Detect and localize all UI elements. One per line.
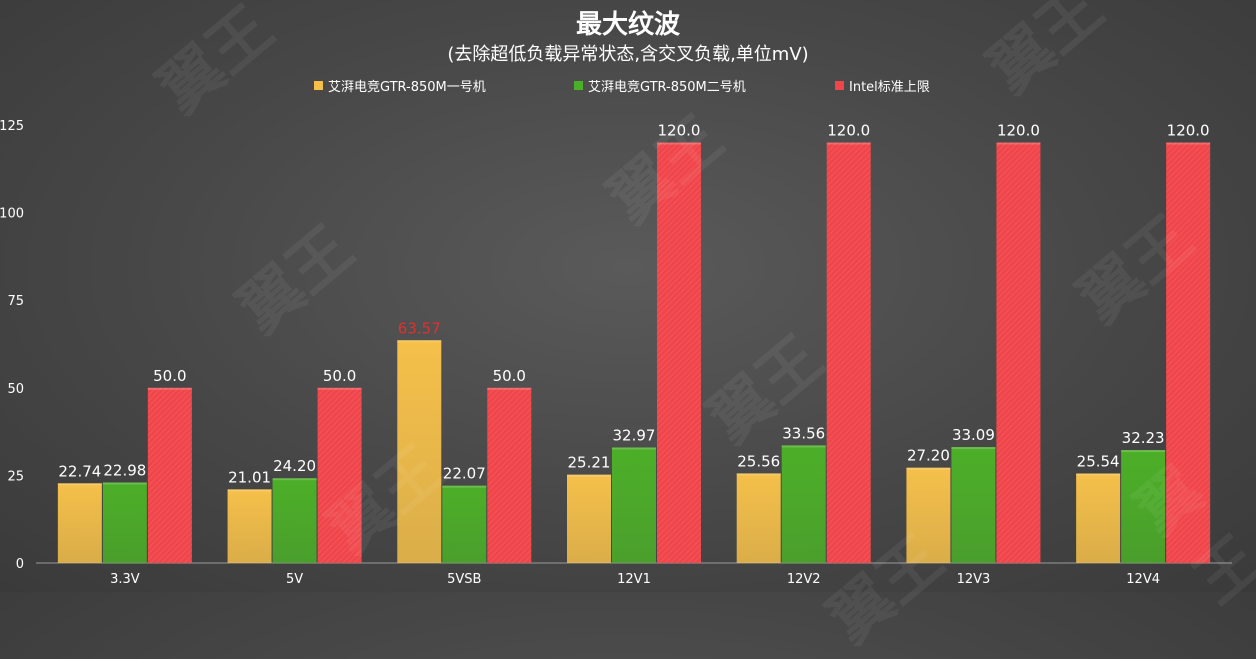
- x-tick-label-5V: 5V: [286, 572, 303, 587]
- bar-12V4-series-1: [1076, 473, 1121, 563]
- data-label-5VSB-series-3: 50.0: [493, 367, 526, 385]
- bar-12V2-series-2: [781, 445, 826, 563]
- legend-swatch-series-2: [574, 81, 583, 90]
- bar-12V4-series-3: [1166, 142, 1211, 563]
- x-tick-label-5VSB: 5VSB: [447, 572, 481, 587]
- y-tick-label-125: 125: [0, 119, 24, 134]
- y-tick-label-75: 75: [7, 294, 24, 309]
- data-label-5V-series-1: 21.01: [228, 468, 271, 486]
- legend-swatch-series-1: [314, 81, 323, 90]
- bar-12V1-series-3: [657, 142, 701, 563]
- bar-5VSB-series-1: [397, 340, 442, 563]
- legend-item-series-2[interactable]: 艾湃电竞GTR-850M二号机: [574, 76, 746, 95]
- data-label-5V-series-3: 50.0: [323, 367, 356, 385]
- data-label-12V1-series-3: 120.0: [658, 122, 701, 140]
- legend-item-series-3[interactable]: Intel标准上限: [835, 76, 930, 95]
- chart-subtitle: (去除超低负载异常状态,含交叉负载,单位mV): [447, 44, 809, 65]
- data-label-12V3-series-3: 120.0: [997, 122, 1040, 140]
- bar-5V-series-1: [227, 489, 272, 563]
- bar-5VSB-series-3: [487, 387, 532, 563]
- data-label-5VSB-series-2: 22.07: [443, 465, 486, 483]
- data-label-3.3V-series-1: 22.74: [58, 462, 101, 480]
- y-tick-label-100: 100: [0, 207, 24, 222]
- bar-12V1-series-2: [612, 447, 656, 563]
- bar-5VSB-series-2: [442, 485, 487, 563]
- data-label-12V4-series-1: 25.54: [1077, 453, 1120, 471]
- data-label-12V1-series-1: 25.21: [568, 454, 611, 472]
- x-tick-label-12V1: 12V1: [617, 572, 651, 587]
- data-label-12V1-series-2: 32.97: [613, 426, 656, 444]
- bar-5V-series-2: [272, 478, 317, 563]
- data-label-12V2-series-3: 120.0: [827, 122, 870, 140]
- bar-12V2-series-3: [826, 142, 871, 563]
- bar-12V3-series-2: [951, 447, 996, 563]
- y-tick-label-50: 50: [7, 382, 24, 397]
- data-label-12V4-series-2: 32.23: [1122, 429, 1165, 447]
- legend-label-series-2: 艾湃电竞GTR-850M二号机: [588, 80, 746, 95]
- x-tick-label-12V2: 12V2: [787, 572, 821, 587]
- bar-3.3V-series-1: [57, 483, 102, 563]
- data-label-12V3-series-1: 27.20: [907, 447, 950, 465]
- data-label-12V2-series-2: 33.56: [782, 424, 825, 442]
- data-label-3.3V-series-3: 50.0: [153, 367, 186, 385]
- y-tick-label-0: 0: [16, 557, 24, 572]
- legend-label-series-1: 艾湃电竞GTR-850M一号机: [328, 80, 486, 95]
- data-label-12V3-series-2: 33.09: [952, 426, 995, 444]
- data-label-5V-series-2: 24.20: [273, 457, 316, 475]
- x-tick-label-12V4: 12V4: [1126, 572, 1160, 587]
- bar-12V1-series-1: [567, 474, 611, 563]
- bar-12V3-series-3: [996, 142, 1041, 563]
- bar-3.3V-series-2: [102, 482, 147, 563]
- x-tick-label-12V3: 12V3: [957, 572, 991, 587]
- chart-title: 最大纹波: [575, 10, 680, 40]
- x-tick-label-3.3V: 3.3V: [110, 572, 140, 587]
- data-label-12V4-series-3: 120.0: [1167, 122, 1210, 140]
- data-label-3.3V-series-2: 22.98: [103, 461, 146, 479]
- data-label-5VSB-series-1: 63.57: [398, 319, 441, 337]
- bar-12V4-series-2: [1121, 450, 1166, 563]
- chart: 最大纹波 (去除超低负载异常状态,含交叉负载,单位mV) 艾湃电竞GTR-850…: [0, 10, 1256, 587]
- plot-area: 0 25 50 75 100 125 22.74 22.98 50.0 3.3V 21.0124.2…: [0, 119, 1232, 587]
- data-label-12V2-series-1: 25.56: [737, 452, 780, 470]
- y-tick-label-25: 25: [7, 469, 24, 484]
- legend-item-series-1[interactable]: 艾湃电竞GTR-850M一号机: [314, 76, 486, 95]
- legend-swatch-series-3: [835, 81, 844, 90]
- bar-3.3V-series-3: [147, 387, 192, 563]
- bar-12V2-series-1: [736, 473, 781, 563]
- bar-5V-series-3: [317, 387, 362, 563]
- legend-label-series-3: Intel标准上限: [849, 80, 930, 95]
- chart-legend: 艾湃电竞GTR-850M一号机 艾湃电竞GTR-850M二号机 Intel标准上…: [0, 76, 1256, 96]
- bar-12V3-series-1: [906, 467, 951, 563]
